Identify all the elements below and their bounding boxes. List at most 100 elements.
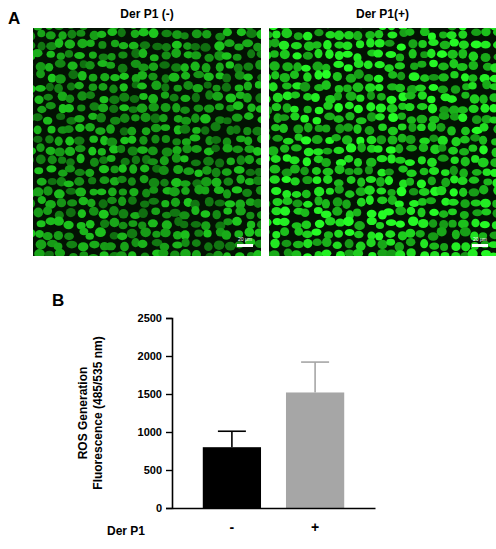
cell-nucleus: [120, 127, 129, 135]
cell-nucleus: [213, 85, 221, 92]
cell-nucleus: [438, 155, 449, 162]
cell-nucleus: [461, 127, 470, 136]
cell-nucleus: [323, 175, 332, 184]
cell-nucleus: [172, 41, 182, 49]
cell-nucleus: [481, 209, 491, 216]
cell-nucleus: [376, 135, 386, 144]
cell-nucleus: [436, 186, 446, 195]
cell-nucleus: [373, 50, 383, 58]
cell-nucleus: [438, 73, 448, 81]
cell-nucleus: [148, 219, 158, 227]
cell-nucleus: [46, 165, 56, 172]
cell-nucleus: [43, 117, 52, 125]
cell-nucleus: [89, 207, 99, 216]
cell-nucleus: [141, 252, 150, 256]
cell-nucleus: [428, 39, 438, 46]
cell-nucleus: [388, 113, 398, 122]
cell-nucleus: [97, 188, 107, 195]
cell-nucleus: [420, 28, 430, 36]
cell-nucleus: [107, 155, 116, 162]
cell-nucleus: [482, 80, 491, 89]
cell-nucleus: [481, 53, 491, 62]
cell-nucleus: [420, 168, 429, 176]
cell-nucleus: [172, 30, 182, 39]
cell-nucleus: [180, 221, 188, 228]
cell-nucleus: [33, 113, 43, 121]
cell-nucleus: [364, 74, 373, 82]
cell-nucleus: [119, 209, 129, 219]
cell-nucleus: [253, 176, 261, 185]
cell-nucleus: [33, 229, 36, 238]
cell-nucleus: [232, 113, 243, 121]
cell-nucleus: [257, 74, 261, 82]
cell-nucleus: [293, 241, 304, 249]
cell-nucleus: [77, 91, 87, 100]
y-tick: 1500: [138, 388, 172, 400]
cell-nucleus: [426, 197, 436, 204]
cell-nucleus: [479, 145, 488, 154]
cell-nucleus: [201, 210, 211, 217]
cell-nucleus: [333, 242, 342, 250]
cell-nucleus: [192, 250, 201, 256]
cell-nucleus: [457, 177, 467, 185]
cell-nucleus: [289, 156, 300, 164]
cell-nucleus: [138, 29, 149, 37]
cell-nucleus: [246, 212, 254, 219]
cell-nucleus: [33, 49, 43, 57]
cell-nucleus: [106, 124, 115, 133]
cell-nucleus: [365, 31, 375, 39]
cell-nucleus: [162, 147, 173, 156]
cell-nucleus: [86, 220, 95, 228]
cell-nucleus: [55, 74, 66, 84]
cell-nucleus: [480, 221, 490, 228]
cell-nucleus: [292, 191, 302, 198]
cell-nucleus: [483, 179, 492, 186]
cell-nucleus: [119, 222, 128, 229]
cell-nucleus: [48, 74, 57, 83]
cell-nucleus: [342, 51, 352, 58]
cell-nucleus: [375, 30, 384, 39]
cell-nucleus: [191, 51, 201, 59]
cell-nucleus: [127, 127, 136, 136]
cell-nucleus: [314, 49, 322, 59]
cell-nucleus: [214, 186, 224, 194]
cell-nucleus: [99, 83, 108, 91]
cell-nucleus: [256, 186, 261, 195]
cell-nucleus: [312, 167, 321, 175]
cell-nucleus: [162, 135, 170, 143]
cell-nucleus: [90, 158, 99, 167]
cell-nucleus: [383, 208, 394, 215]
cell-nucleus: [395, 201, 404, 208]
cell-nucleus: [303, 157, 311, 166]
cell-nucleus: [272, 103, 282, 111]
cell-nucleus: [458, 49, 467, 59]
cell-nucleus: [279, 124, 288, 133]
cell-nucleus: [353, 249, 363, 256]
cell-nucleus: [215, 158, 224, 167]
cell-nucleus: [405, 159, 415, 166]
cell-nucleus: [33, 147, 36, 155]
cell-nucleus: [174, 85, 182, 92]
cell-nucleus: [79, 251, 88, 256]
cell-nucleus: [436, 123, 445, 132]
cell-nucleus: [269, 250, 279, 256]
cell-nucleus: [77, 105, 85, 112]
cell-nucleus: [192, 239, 201, 247]
cell-nucleus: [493, 125, 496, 134]
cell-nucleus: [58, 157, 66, 164]
cell-nucleus: [406, 178, 414, 186]
cell-nucleus: [398, 124, 407, 131]
cell-nucleus: [79, 197, 89, 205]
cell-nucleus: [64, 125, 74, 133]
cell-nucleus: [282, 83, 292, 90]
y-tick: 500: [144, 464, 172, 476]
cell-nucleus: [180, 249, 191, 256]
cell-nucleus: [137, 104, 148, 113]
cell-nucleus: [226, 61, 234, 68]
cell-nucleus: [345, 112, 354, 120]
cell-nucleus: [321, 80, 330, 90]
cell-nucleus: [291, 42, 302, 50]
cell-nucleus: [149, 28, 159, 38]
cell-nucleus: [118, 164, 126, 173]
cell-nucleus: [246, 29, 257, 38]
